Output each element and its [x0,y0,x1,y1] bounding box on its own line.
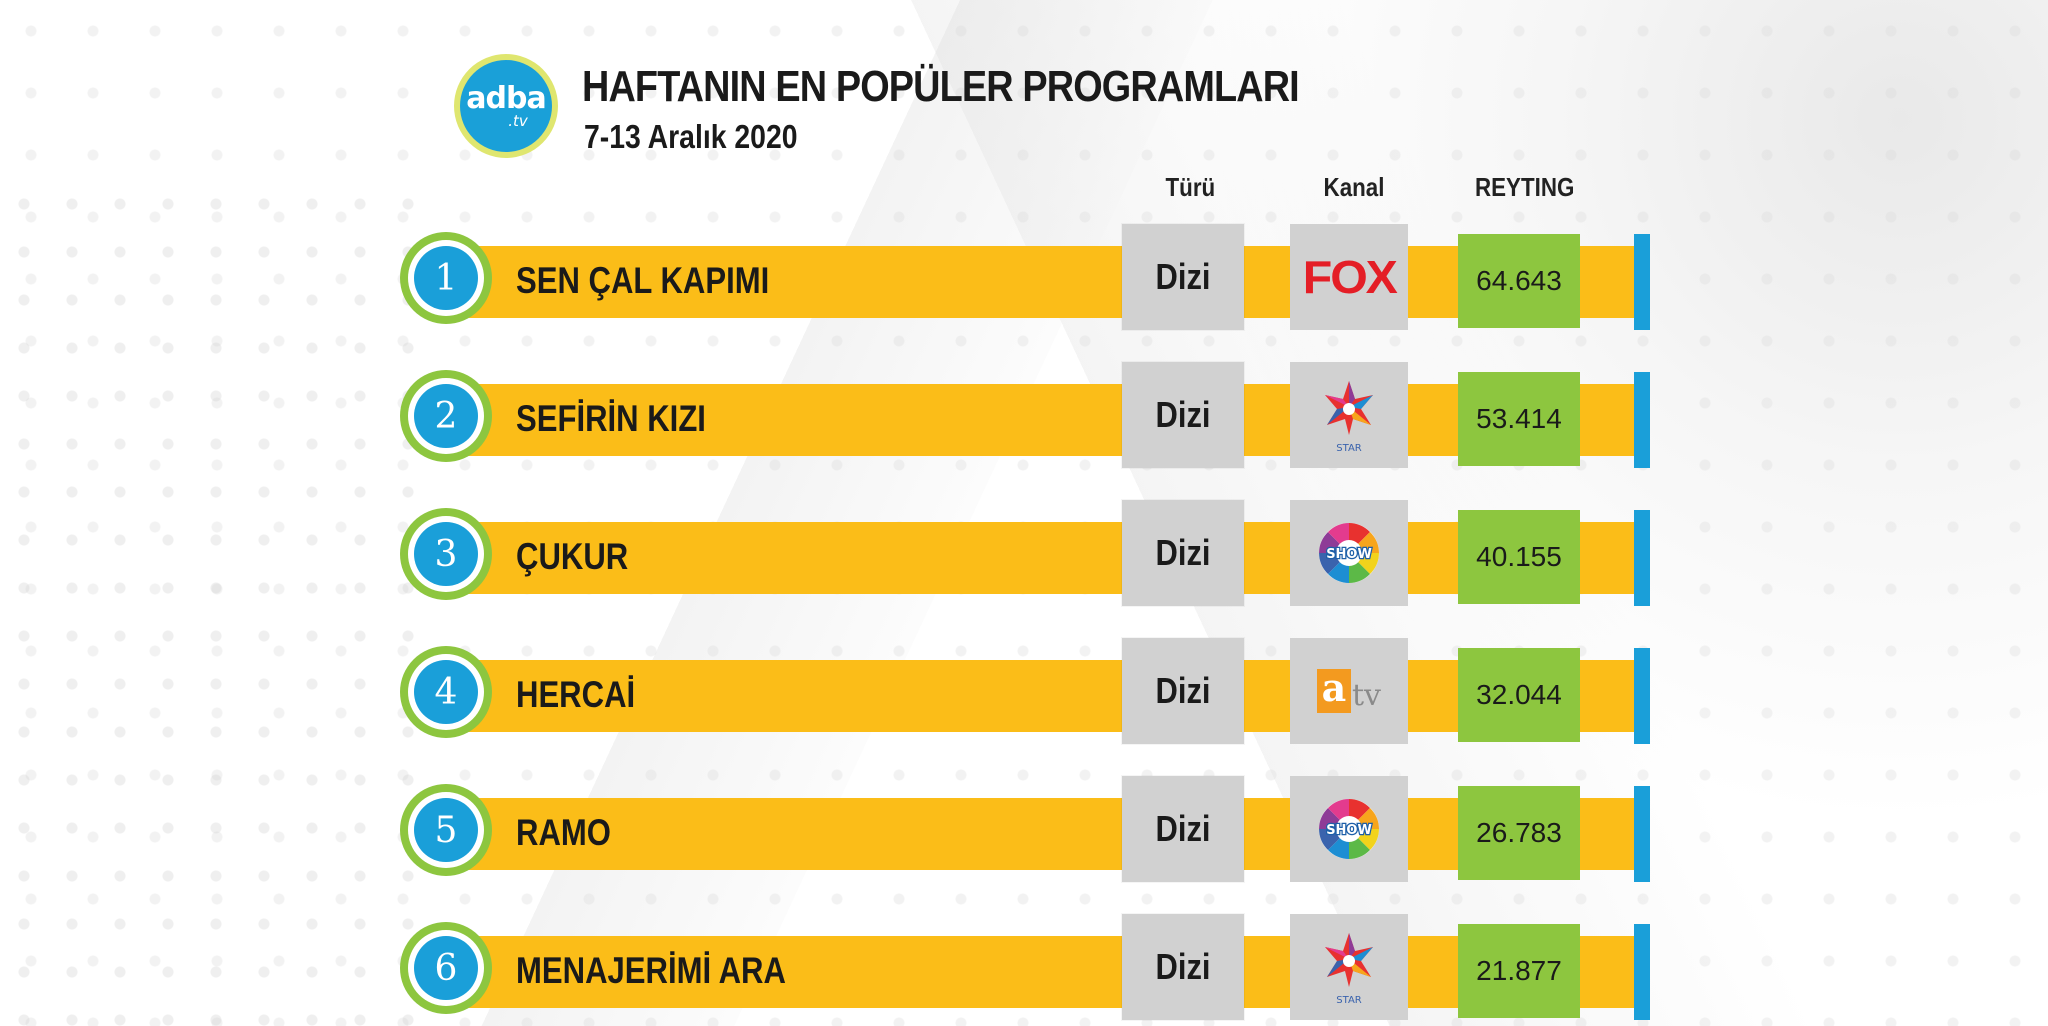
channel-cell: STAR [1290,362,1408,468]
atv-logo-icon: a tv [1316,669,1381,713]
genre-text: Dizi [1155,256,1211,297]
logo-sub: .tv [508,112,528,130]
row-bar [460,384,1638,456]
page-title: HAFTANIN EN POPÜLER PROGRAMLARI [582,62,1300,111]
rank-badge: 4 [400,646,492,738]
show-tv-logo-icon: SHOW [1319,523,1379,583]
genre-cell: Dizi [1122,500,1244,606]
row-bar [460,798,1638,870]
genre-cell: Dizi [1122,776,1244,882]
column-header-genre: Türü [1165,172,1216,202]
rating-value: 26.783 [1476,817,1562,848]
rank-number: 1 [414,246,478,310]
ranking-row: 5 RAMO Dizi SHOW 26.783 [400,776,1650,882]
star-tv-logo-icon: STAR [1325,381,1373,454]
program-name: RAMO [516,812,611,853]
genre-text: Dizi [1155,946,1211,987]
ranking-row: 4 HERCAİ Dizi a tv 32.044 [400,638,1650,744]
rating-cell: 64.643 [1458,234,1580,328]
rating-cell: 21.877 [1458,924,1580,1018]
rank-badge: 2 [400,370,492,462]
genre-text: Dizi [1155,808,1211,849]
genre-text: Dizi [1155,670,1211,711]
rating-value: 53.414 [1476,403,1562,434]
genre-cell: Dizi [1122,224,1244,330]
ranking-row: 6 MENAJERİMİ ARA Dizi STAR 21.877 [400,914,1650,1020]
rank-number: 5 [414,798,478,862]
rating-value: 40.155 [1476,541,1562,572]
program-name: SEFİRİN KIZI [516,398,706,439]
page-subtitle: 7-13 Aralık 2020 [584,118,798,155]
row-bar [460,660,1638,732]
fox-logo-icon: FOX [1302,251,1398,303]
genre-text: Dizi [1155,532,1211,573]
rating-cell: 32.044 [1458,648,1580,742]
rank-number: 6 [414,936,478,1000]
ranking-row: 1 SEN ÇAL KAPIMI Dizi FOX 64.643 [400,224,1650,330]
program-name: HERCAİ [516,674,636,715]
channel-cell: SHOW [1290,500,1408,606]
program-name: MENAJERİMİ ARA [516,950,786,991]
row-end-marker [1634,924,1650,1020]
genre-cell: Dizi [1122,362,1244,468]
rating-cell: 26.783 [1458,786,1580,880]
svg-text:SHOW: SHOW [1326,547,1372,562]
rating-cell: 53.414 [1458,372,1580,466]
column-header-rating: REYTING [1475,172,1575,202]
row-end-marker [1634,234,1650,330]
genre-cell: Dizi [1122,638,1244,744]
genre-text: Dizi [1155,394,1211,435]
rank-number: 4 [414,660,478,724]
channel-cell: SHOW [1290,776,1408,882]
channel-cell: FOX [1290,224,1408,330]
rating-value: 21.877 [1476,955,1562,986]
ranking-row: 3 ÇUKUR Dizi SHOW 40.155 [400,500,1650,606]
row-end-marker [1634,786,1650,882]
rank-number: 3 [414,522,478,586]
svg-text:STAR: STAR [1336,443,1362,454]
row-bar [460,246,1638,318]
rank-badge: 1 [400,232,492,324]
program-name: SEN ÇAL KAPIMI [516,260,770,301]
column-header-channel: Kanal [1323,172,1385,202]
rank-badge: 6 [400,922,492,1014]
channel-cell: a tv [1290,638,1408,744]
program-name: ÇUKUR [516,536,629,577]
rating-value: 64.643 [1476,265,1562,296]
row-bar [460,522,1638,594]
rating-value: 32.044 [1476,679,1562,710]
rating-cell: 40.155 [1458,510,1580,604]
background-dots-left [0,180,420,1026]
genre-cell: Dizi [1122,914,1244,1020]
rank-number: 2 [414,384,478,448]
ranking-row: 2 SEFİRİN KIZI Dizi STAR 53.414 [400,362,1650,468]
channel-cell: STAR [1290,914,1408,1020]
rank-badge: 5 [400,784,492,876]
row-end-marker [1634,510,1650,606]
row-end-marker [1634,648,1650,744]
row-end-marker [1634,372,1650,468]
rank-badge: 3 [400,508,492,600]
show-tv-logo-icon: SHOW [1319,799,1379,859]
adba-logo: adba .tv [454,54,558,158]
star-tv-logo-icon: STAR [1325,933,1373,1006]
logo-text: adba [466,81,546,116]
svg-text:STAR: STAR [1336,995,1362,1006]
row-bar [460,936,1638,1008]
adba-logo-circle: adba .tv [460,60,552,152]
svg-text:SHOW: SHOW [1326,823,1372,838]
